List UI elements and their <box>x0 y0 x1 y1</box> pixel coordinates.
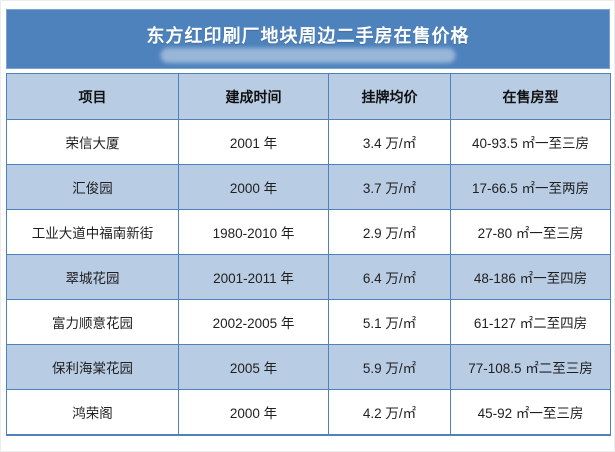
types-cell: 45-92 ㎡一至三房 <box>450 389 611 436</box>
project-cell: 汇俊园 <box>6 164 179 210</box>
types-cell: 17-66.5 ㎡一至两房 <box>450 164 611 210</box>
table-row: 保利海棠花园 2005 年 5.9 万/㎡ 77-108.5 ㎡二至三房 <box>6 344 611 390</box>
price-cell: 3.4 万/㎡ <box>328 119 451 165</box>
header-unit-types: 在售房型 <box>450 73 611 120</box>
project-cell: 富力顺意花园 <box>6 299 179 345</box>
built-cell: 2000 年 <box>178 164 329 210</box>
price-cell: 5.1 万/㎡ <box>328 299 451 345</box>
header-row: 项目 建成时间 挂牌均价 在售房型 <box>6 73 611 120</box>
built-cell: 2005 年 <box>178 344 329 390</box>
title-table-gap <box>6 69 610 73</box>
housing-price-table: 项目 建成时间 挂牌均价 在售房型 荣信大厦 2001 年 3.4 万/㎡ 40… <box>6 73 611 436</box>
price-cell: 5.9 万/㎡ <box>328 344 451 390</box>
table-row: 汇俊园 2000 年 3.7 万/㎡ 17-66.5 ㎡一至两房 <box>6 164 611 210</box>
table-title-bar: 东方红印刷厂地块周边二手房在售价格 <box>6 9 610 69</box>
types-cell: 77-108.5 ㎡二至三房 <box>450 344 611 390</box>
price-cell: 4.2 万/㎡ <box>328 389 451 436</box>
types-cell: 40-93.5 ㎡一至三房 <box>450 119 611 165</box>
header-project: 项目 <box>6 73 179 120</box>
types-cell: 61-127 ㎡二至四房 <box>450 299 611 345</box>
price-table-container: 东方红印刷厂地块周边二手房在售价格 项目 建成时间 挂牌均价 在售房型 荣信大厦… <box>6 9 611 436</box>
price-cell: 2.9 万/㎡ <box>328 209 451 255</box>
built-cell: 2002-2005 年 <box>178 299 329 345</box>
built-cell: 2001-2011 年 <box>178 254 329 300</box>
project-cell: 荣信大厦 <box>6 119 179 165</box>
project-cell: 保利海棠花园 <box>6 344 179 390</box>
price-cell: 3.7 万/㎡ <box>328 164 451 210</box>
project-cell: 工业大道中福南新街 <box>6 209 179 255</box>
header-avg-price: 挂牌均价 <box>328 73 451 120</box>
project-cell: 翠城花园 <box>6 254 179 300</box>
built-cell: 1980-2010 年 <box>178 209 329 255</box>
types-cell: 48-186 ㎡一至四房 <box>450 254 611 300</box>
table-row: 荣信大厦 2001 年 3.4 万/㎡ 40-93.5 ㎡一至三房 <box>6 119 611 165</box>
table-title: 东方红印刷厂地块周边二手房在售价格 <box>146 26 470 46</box>
blurred-watermark <box>160 48 456 63</box>
table-row: 翠城花园 2001-2011 年 6.4 万/㎡ 48-186 ㎡一至四房 <box>6 254 611 300</box>
table-row: 鸿荣阁 2000 年 4.2 万/㎡ 45-92 ㎡一至三房 <box>6 389 611 436</box>
built-cell: 2000 年 <box>178 389 329 436</box>
header-built-time: 建成时间 <box>178 73 329 120</box>
project-cell: 鸿荣阁 <box>6 389 179 436</box>
table-row: 富力顺意花园 2002-2005 年 5.1 万/㎡ 61-127 ㎡二至四房 <box>6 299 611 345</box>
price-cell: 6.4 万/㎡ <box>328 254 451 300</box>
built-cell: 2001 年 <box>178 119 329 165</box>
types-cell: 27-80 ㎡一至三房 <box>450 209 611 255</box>
table-row: 工业大道中福南新街 1980-2010 年 2.9 万/㎡ 27-80 ㎡一至三… <box>6 209 611 255</box>
